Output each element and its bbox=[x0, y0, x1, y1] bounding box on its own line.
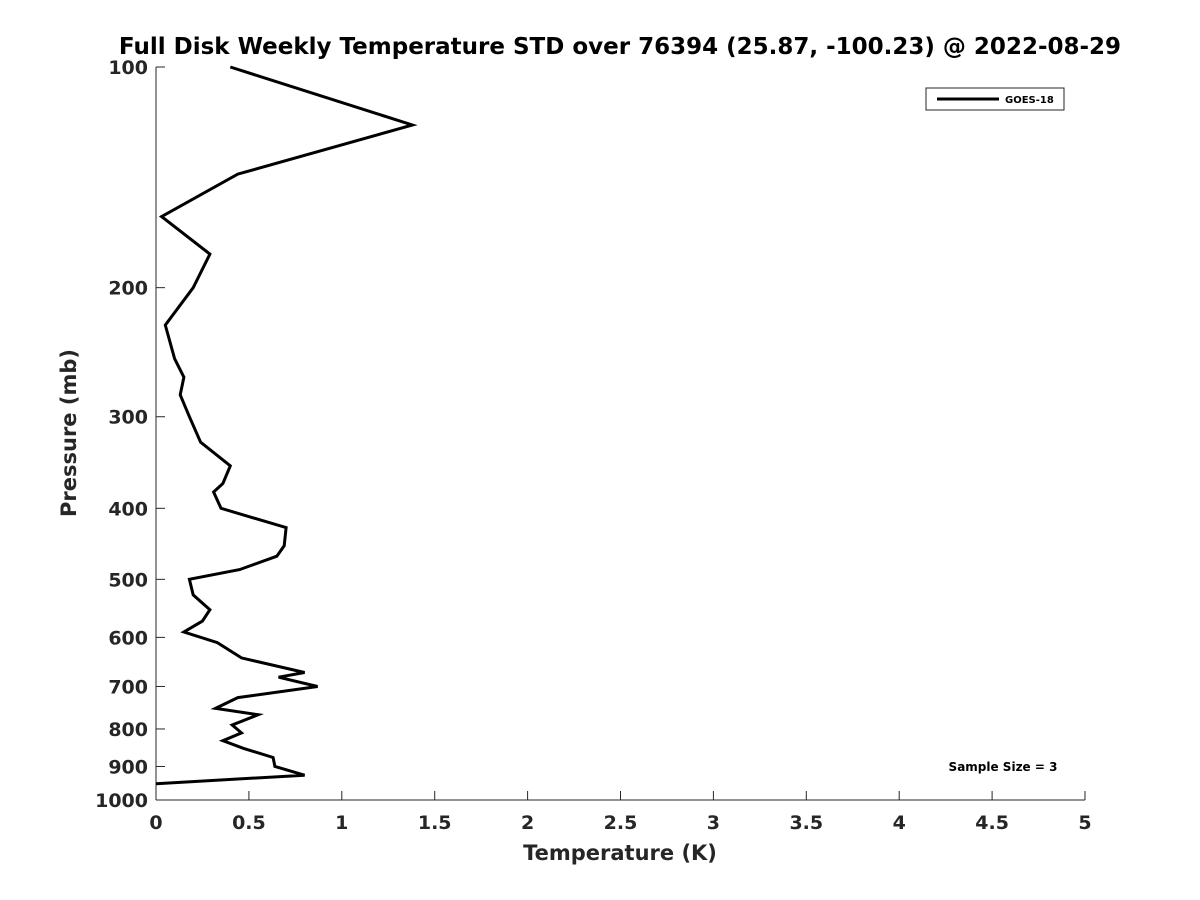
series-line-goes-18 bbox=[155, 65, 418, 786]
x-tick-label: 1.5 bbox=[418, 812, 452, 834]
x-tick-label: 3.5 bbox=[789, 812, 823, 834]
x-ticks: 0 0.5 1 1.5 2 2.5 3 3.5 4 4.5 5 bbox=[149, 791, 1092, 834]
x-tick-label: 1 bbox=[335, 812, 348, 834]
legend-label-goes-18: GOES-18 bbox=[1005, 95, 1054, 106]
y-tick-label: 200 bbox=[108, 278, 148, 300]
x-axis-label: Temperature (K) bbox=[523, 841, 717, 865]
y-tick-label: 700 bbox=[108, 676, 148, 698]
y-ticks: 100 200 300 400 500 600 700 800 900 1000 bbox=[95, 57, 165, 812]
x-tick-label: 5 bbox=[1078, 812, 1091, 834]
x-tick-label: 2.5 bbox=[604, 812, 638, 834]
x-tick-label: 4 bbox=[893, 812, 906, 834]
y-tick-label: 600 bbox=[108, 627, 148, 649]
y-tick-label: 100 bbox=[108, 57, 148, 79]
y-tick-label: 300 bbox=[108, 407, 148, 429]
x-tick-label: 3 bbox=[707, 812, 720, 834]
x-tick-label: 0.5 bbox=[232, 812, 266, 834]
series-group bbox=[155, 65, 418, 786]
chart-title: Full Disk Weekly Temperature STD over 76… bbox=[119, 34, 1121, 60]
x-tick-label: 4.5 bbox=[975, 812, 1009, 834]
x-tick-label: 2 bbox=[521, 812, 534, 834]
y-tick-label: 400 bbox=[108, 498, 148, 520]
y-tick-label: 1000 bbox=[95, 790, 148, 812]
sample-size-annotation: Sample Size = 3 bbox=[949, 760, 1058, 774]
y-tick-label: 800 bbox=[108, 719, 148, 741]
y-tick-label: 500 bbox=[108, 569, 148, 591]
plot-area bbox=[156, 67, 1085, 800]
x-tick-label: 0 bbox=[149, 812, 162, 834]
y-tick-label: 900 bbox=[108, 756, 148, 778]
legend: GOES-18 bbox=[925, 87, 1065, 111]
y-axis-label: Pressure (mb) bbox=[57, 349, 81, 517]
